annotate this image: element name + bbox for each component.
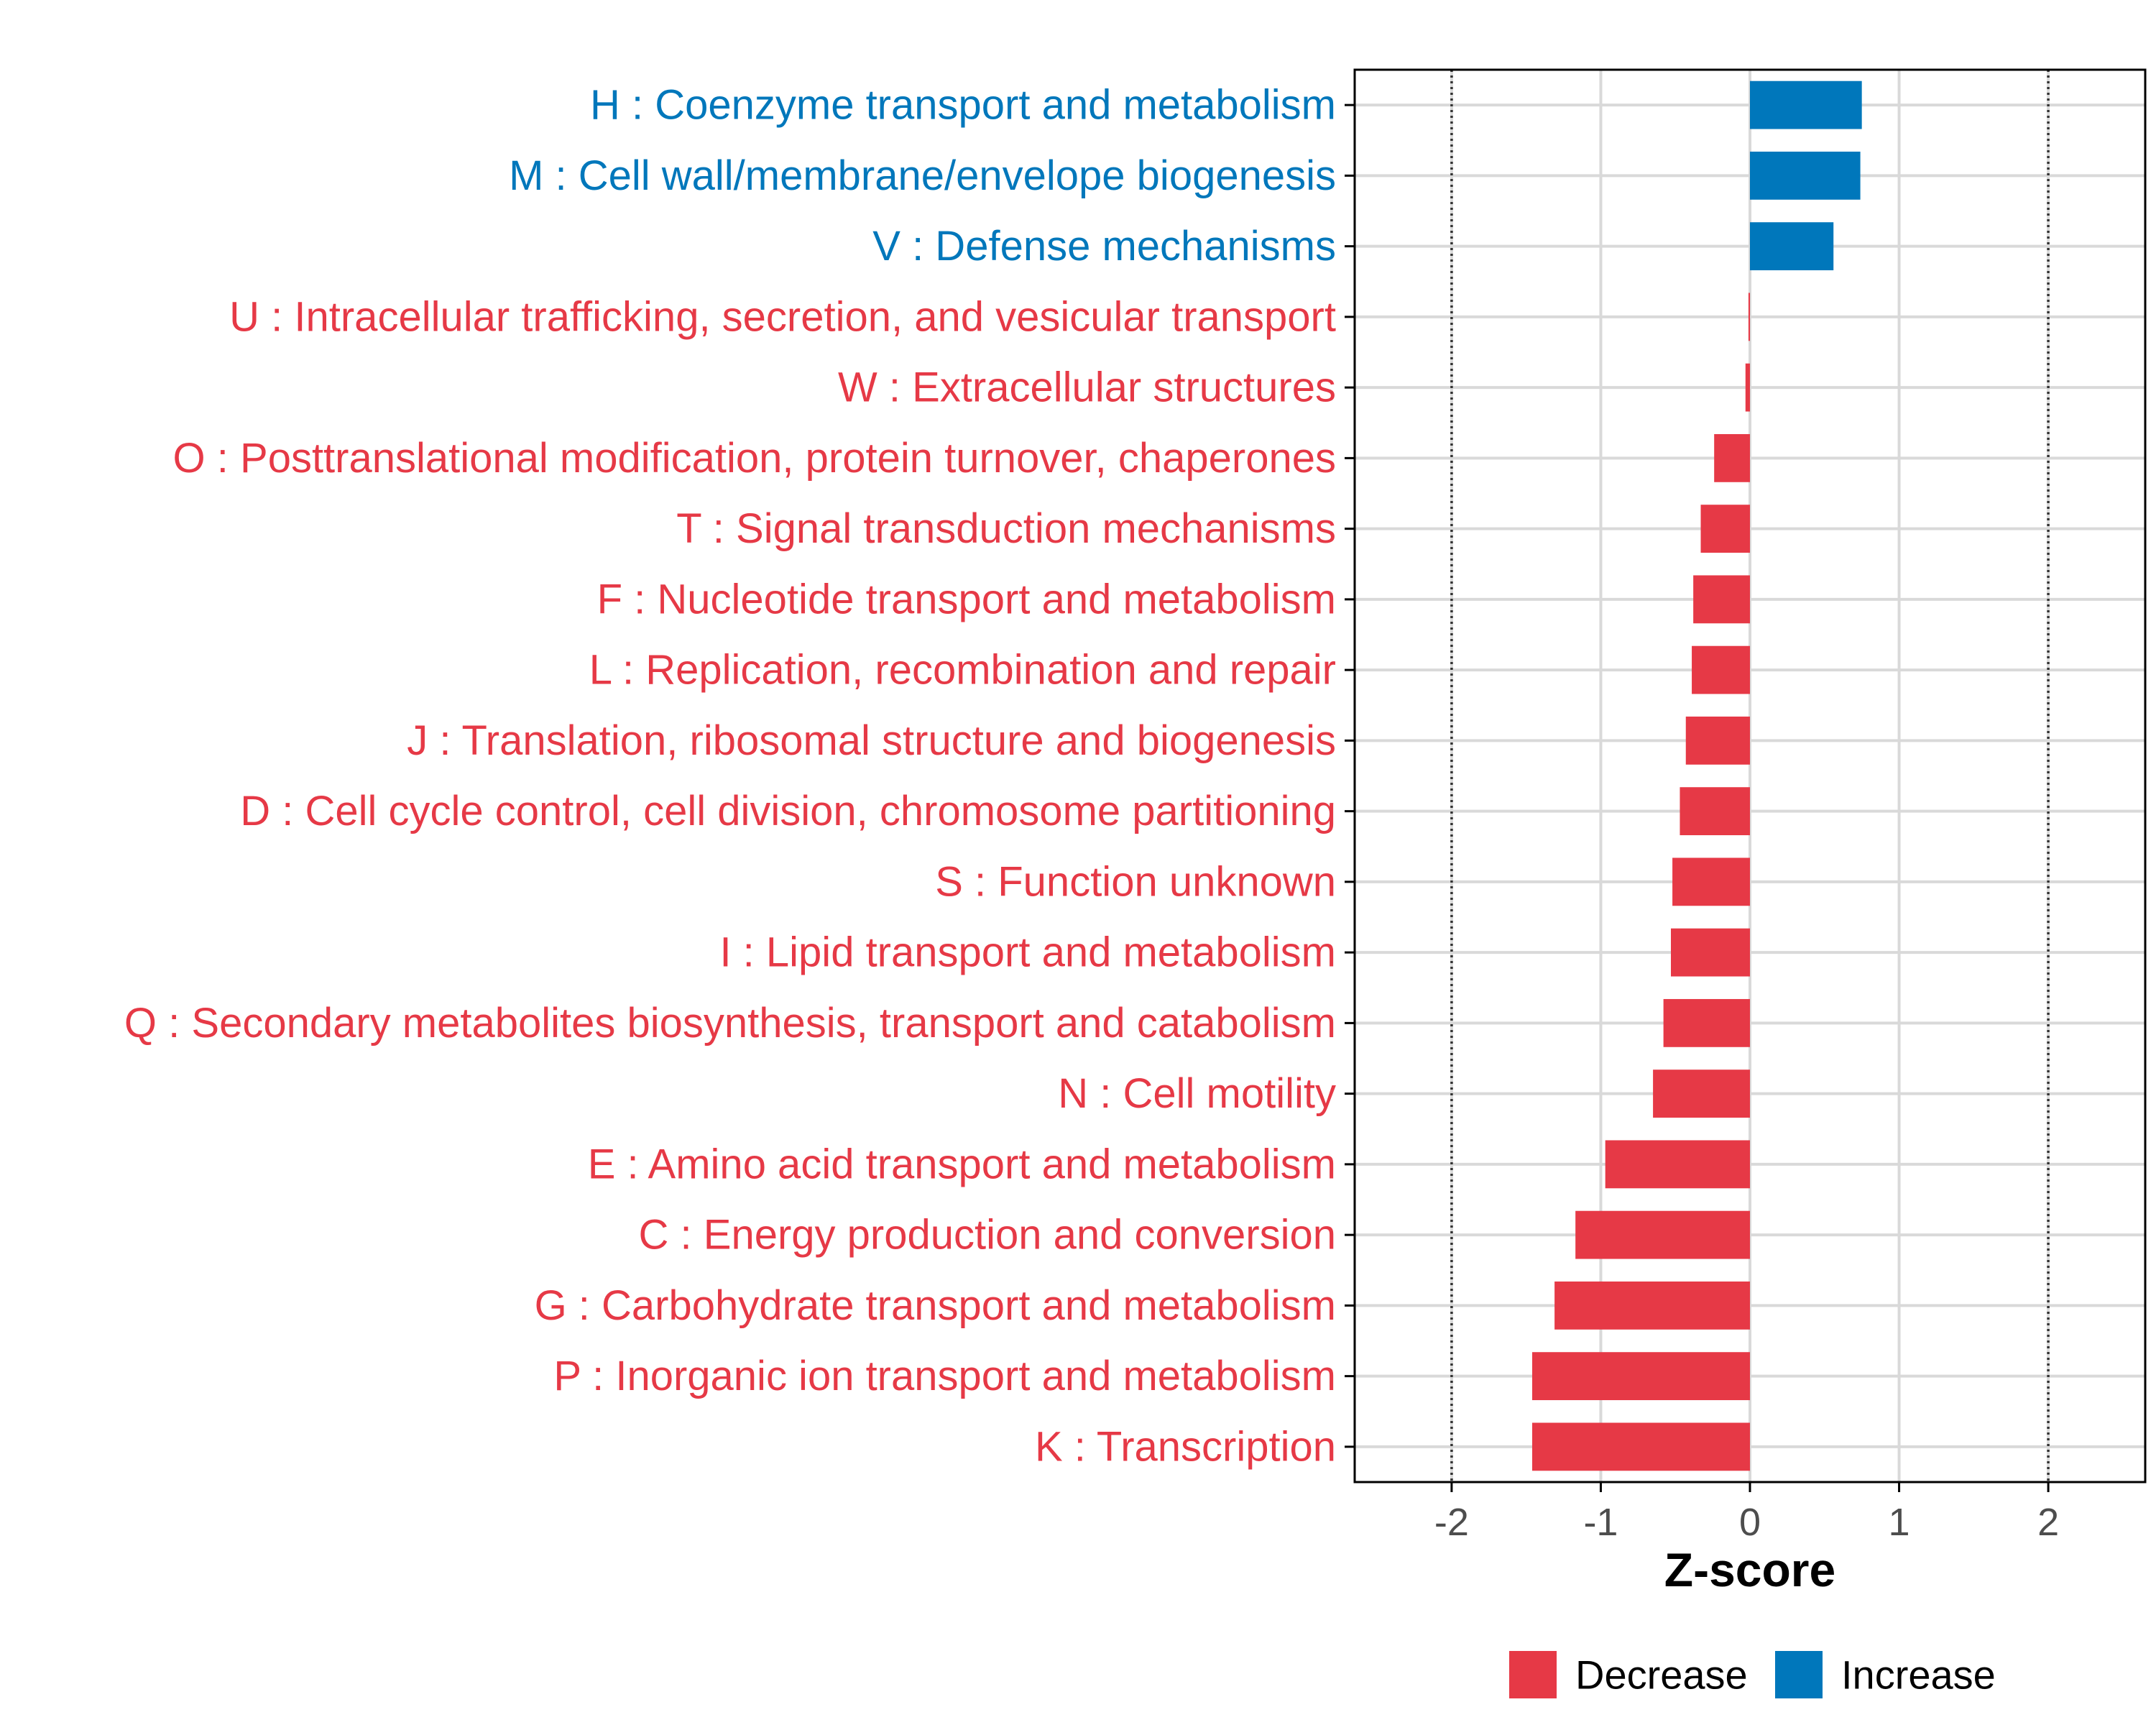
category-label: N : Cell motility [1058, 1070, 1336, 1117]
bar-w [1745, 363, 1750, 412]
category-label: K : Transcription [1035, 1423, 1336, 1470]
bar-f [1693, 575, 1750, 624]
category-label: J : Translation, ribosomal structure and… [407, 717, 1336, 764]
bar-c [1575, 1210, 1750, 1259]
x-tick-label: -2 [1434, 1501, 1469, 1544]
legend-swatch-decrease [1509, 1651, 1557, 1698]
category-label: W : Extracellular structures [838, 364, 1336, 411]
plot-area: H : Coenzyme transport and metabolism M :… [124, 68, 2147, 1544]
category-label: P : Inorganic ion transport and metaboli… [553, 1353, 1336, 1399]
category-label: F : Nucleotide transport and metabolism [597, 576, 1336, 622]
category-label: T : Signal transduction mechanisms [676, 505, 1336, 552]
bar-h [1750, 80, 1862, 129]
bar-t [1700, 505, 1750, 553]
category-label: I : Lipid transport and metabolism [719, 929, 1336, 976]
x-tick-label: 2 [2037, 1501, 2059, 1544]
bar-n [1653, 1070, 1750, 1118]
bar-e [1605, 1140, 1750, 1189]
x-tick-label: 1 [1889, 1501, 1910, 1544]
category-label: S : Function unknown [935, 858, 1336, 905]
bar-l [1692, 645, 1750, 694]
bar-p [1531, 1352, 1750, 1401]
category-label: G : Carbohydrate transport and metabolis… [535, 1282, 1336, 1329]
category-label: C : Energy production and conversion [639, 1212, 1336, 1259]
x-tick-label: -1 [1583, 1501, 1618, 1544]
legend-label-increase: Increase [1841, 1652, 1996, 1698]
bar-g [1554, 1281, 1750, 1330]
bar-s [1672, 857, 1750, 906]
x-axis-title: Z-score [1664, 1543, 1835, 1596]
bar-m [1750, 151, 1861, 200]
category-label: U : Intracellular trafficking, secretion… [229, 293, 1336, 340]
bar-u [1748, 293, 1750, 341]
category-label: O : Posttranslational modification, prot… [173, 435, 1336, 482]
category-label: E : Amino acid transport and metabolism [588, 1141, 1336, 1187]
category-label: L : Replication, recombination and repai… [589, 647, 1336, 694]
bar-j [1685, 716, 1750, 765]
bar-d [1680, 787, 1750, 836]
bar-o [1714, 433, 1750, 482]
bar-k [1531, 1422, 1750, 1471]
category-label: M : Cell wall/membrane/envelope biogenes… [509, 152, 1336, 199]
bar-i [1671, 928, 1750, 977]
legend: Decrease Increase [1509, 1651, 1996, 1698]
bar-q [1663, 998, 1750, 1047]
category-label: Q : Secondary metabolites biosynthesis, … [124, 1000, 1336, 1046]
category-label: H : Coenzyme transport and metabolism [590, 82, 1336, 129]
category-label: V : Defense mechanisms [872, 223, 1336, 270]
legend-swatch-increase [1775, 1651, 1823, 1698]
legend-label-decrease: Decrease [1575, 1652, 1748, 1698]
x-tick-label: 0 [1739, 1501, 1761, 1544]
bar-v [1750, 222, 1834, 271]
category-label: D : Cell cycle control, cell division, c… [240, 788, 1336, 834]
